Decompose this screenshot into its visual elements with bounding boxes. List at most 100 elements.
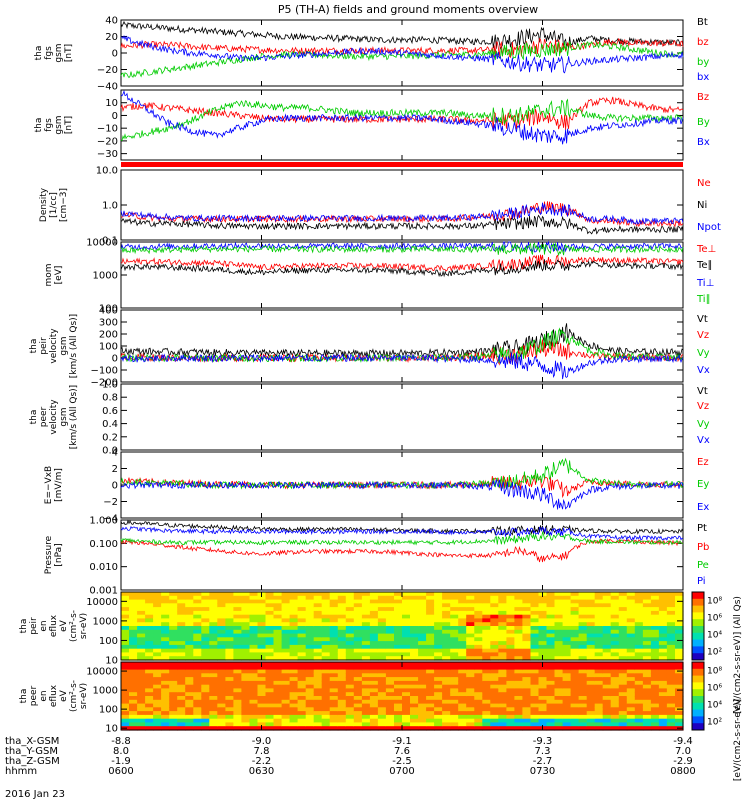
heatmap-cell xyxy=(642,703,652,708)
heatmap-cell xyxy=(490,680,499,686)
heatmap-cell xyxy=(201,707,210,712)
heatmap-cell xyxy=(675,692,684,697)
heatmap-cell xyxy=(410,614,419,620)
heatmap-cell xyxy=(418,669,427,674)
heatmap-cell xyxy=(602,618,612,623)
heatmap-cell xyxy=(610,669,620,674)
heatmap-cell xyxy=(658,677,668,682)
heatmap-cell xyxy=(466,714,475,720)
heatmap-cell xyxy=(369,656,379,661)
heatmap-cell xyxy=(129,610,138,616)
heatmap-cell xyxy=(498,648,507,654)
heatmap-cell xyxy=(257,603,267,608)
heatmap-cell xyxy=(522,699,531,705)
heatmap-cell xyxy=(642,677,652,682)
heatmap-cell xyxy=(225,644,234,650)
heatmap-cell xyxy=(675,644,684,650)
heatmap-cell xyxy=(490,692,499,697)
heatmap-cell xyxy=(546,711,556,716)
heatmap-cell xyxy=(337,656,347,661)
heatmap-cell xyxy=(618,592,628,597)
heatmap-cell xyxy=(289,607,299,612)
heatmap-cell xyxy=(289,692,299,697)
heatmap-cell xyxy=(257,688,267,693)
heatmap-cell xyxy=(161,603,170,608)
heatmap-cell xyxy=(642,711,652,716)
heatmap-cell xyxy=(337,680,347,686)
heatmap-cell xyxy=(313,669,323,674)
x-tick-label: -9.0 xyxy=(252,736,272,747)
heatmap-cell xyxy=(129,726,138,731)
heatmap-cell xyxy=(273,726,283,731)
heatmap-cell xyxy=(385,622,395,627)
heatmap-cell xyxy=(265,622,275,627)
heatmap-cell xyxy=(522,614,531,620)
heatmap-cell xyxy=(402,607,411,612)
heatmap-cell xyxy=(369,699,379,705)
heatmap-cell xyxy=(578,707,588,712)
series-line-by xyxy=(120,40,684,79)
heatmap-cell xyxy=(466,629,475,635)
heatmap-cell xyxy=(225,707,234,712)
heatmap-cell xyxy=(281,603,291,608)
heatmap-cell xyxy=(514,669,523,674)
heatmap-cell xyxy=(586,626,596,631)
heatmap-cell xyxy=(530,599,540,604)
heatmap-cell xyxy=(650,722,660,727)
heatmap-cell xyxy=(610,641,620,646)
heatmap-cell xyxy=(410,626,419,631)
heatmap-cell xyxy=(385,614,395,620)
heatmap-cell xyxy=(161,684,170,690)
heatmap-cell xyxy=(305,677,315,682)
heatmap-cell xyxy=(265,718,275,724)
heatmap-cell xyxy=(321,629,331,635)
heatmap-cell xyxy=(345,684,355,690)
heatmap-cell xyxy=(161,633,170,638)
heatmap-cell xyxy=(434,726,443,731)
heatmap-cell xyxy=(265,707,275,712)
heatmap-cell xyxy=(305,637,315,642)
heatmap-cell xyxy=(329,622,339,627)
heatmap-cell xyxy=(410,595,419,601)
heatmap-cell xyxy=(394,665,403,671)
heatmap-cell xyxy=(498,677,507,682)
heatmap-cell xyxy=(257,673,267,678)
heatmap-cell xyxy=(426,669,435,674)
heatmap-cell xyxy=(474,692,483,697)
y-axis-label: [nT] xyxy=(64,116,74,134)
heatmap-cell xyxy=(225,610,234,616)
colorbar-swatch xyxy=(692,639,704,647)
heatmap-cell xyxy=(434,637,443,642)
heatmap-cell xyxy=(121,633,130,638)
heatmap-cell xyxy=(161,644,170,650)
heatmap-cell xyxy=(233,707,242,712)
heatmap-cell xyxy=(361,722,371,727)
heatmap-cell xyxy=(169,644,178,650)
heatmap-cell xyxy=(418,726,427,731)
heatmap-cell xyxy=(241,618,250,623)
heatmap-cell xyxy=(522,692,531,697)
heatmap-cell xyxy=(153,599,162,604)
heatmap-cell xyxy=(209,684,218,690)
heatmap-cell xyxy=(618,662,628,667)
heatmap-cell xyxy=(377,662,387,667)
heatmap-cell xyxy=(345,718,355,724)
heatmap-cell xyxy=(169,722,178,727)
y-tick-label: −4 xyxy=(103,514,118,525)
heatmap-cell xyxy=(257,610,267,616)
heatmap-cell xyxy=(666,680,676,686)
heatmap-cell xyxy=(474,626,483,631)
heatmap-cell xyxy=(321,656,331,661)
heatmap-cell xyxy=(337,644,347,650)
heatmap-cell xyxy=(466,633,475,638)
heatmap-cell xyxy=(546,680,556,686)
heatmap-cell xyxy=(506,614,515,620)
heatmap-cell xyxy=(634,711,644,716)
heatmap-cell xyxy=(161,665,170,671)
y-tick-label: 200 xyxy=(99,330,118,341)
heatmap-cell xyxy=(546,726,556,731)
heatmap-cell xyxy=(522,618,531,623)
heatmap-cell xyxy=(209,592,218,597)
heatmap-cell xyxy=(321,626,331,631)
heatmap-cell xyxy=(193,644,202,650)
